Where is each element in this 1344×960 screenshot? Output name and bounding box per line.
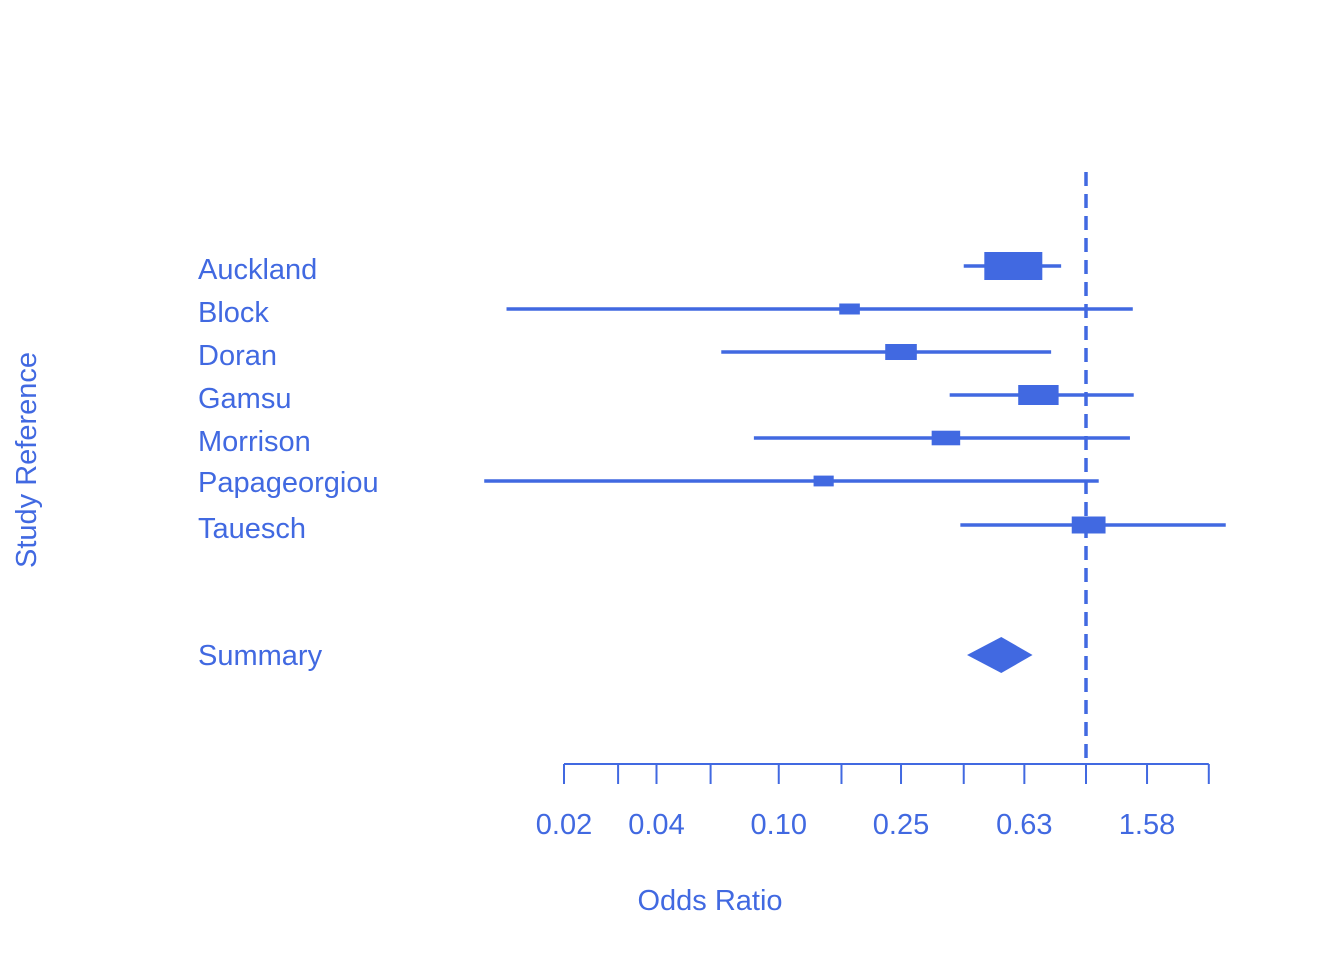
x-axis: 0.02 0.04 0.10 0.25 0.63 1.58 — [536, 763, 1210, 841]
study-label-auckland: Auckland — [198, 254, 317, 286]
x-tick-label: 0.02 — [536, 809, 592, 841]
summary-diamond — [967, 637, 1033, 673]
point-estimate-tauesch — [1071, 516, 1106, 534]
x-tick-label: 0.63 — [996, 809, 1052, 841]
x-tick-label: 1.58 — [1119, 809, 1175, 841]
point-estimate-gamsu — [1018, 385, 1059, 405]
point-estimate-block — [839, 303, 860, 315]
study-label-papageorgiou: Papageorgiou — [198, 467, 379, 499]
point-estimate-morrison — [931, 430, 961, 446]
study-label-block: Block — [198, 297, 269, 329]
point-estimate-auckland — [984, 252, 1043, 280]
x-tick-label: 0.04 — [628, 809, 684, 841]
point-estimate-papageorgiou — [813, 475, 834, 487]
x-tick-label: 0.10 — [751, 809, 807, 841]
study-labels: Auckland Block Doran Gamsu Morrison Papageorg… — [198, 254, 379, 672]
x-tick-label: 0.25 — [873, 809, 929, 841]
study-label-doran: Doran — [198, 340, 277, 372]
point-estimate-doran — [885, 344, 917, 360]
study-label-tauesch: Tauesch — [198, 513, 306, 545]
y-axis-title: Study Reference — [11, 352, 43, 568]
study-marks — [484, 252, 1226, 673]
study-label-gamsu: Gamsu — [198, 383, 291, 415]
study-label-morrison: Morrison — [198, 426, 311, 458]
x-axis-title: Odds Ratio — [637, 885, 782, 917]
summary-label: Summary — [198, 640, 323, 672]
